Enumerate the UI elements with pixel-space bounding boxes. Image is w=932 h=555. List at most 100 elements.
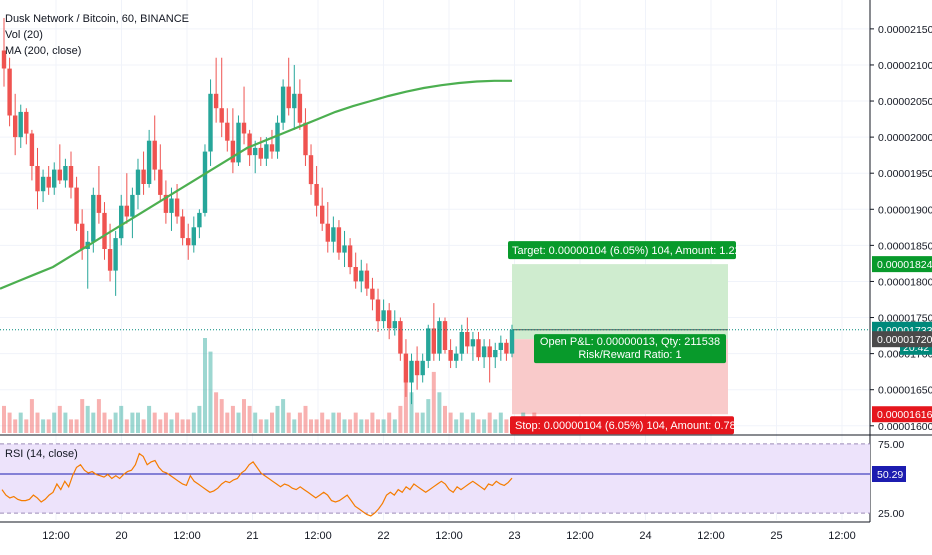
time-tick-label: 12:00 bbox=[304, 530, 332, 542]
candle-body bbox=[119, 205, 124, 239]
volume-bar bbox=[46, 419, 51, 433]
volume-bar bbox=[158, 419, 163, 433]
volume-bar bbox=[163, 412, 168, 433]
volume-bar bbox=[169, 419, 174, 433]
volume-bar bbox=[197, 405, 202, 433]
volume-bar bbox=[270, 412, 274, 433]
entry-price-badge-bg bbox=[872, 331, 932, 348]
volume-bar bbox=[320, 412, 325, 433]
ma-legend[interactable]: MA (200, close) bbox=[5, 45, 82, 57]
volume-bars bbox=[2, 338, 559, 433]
candle-body bbox=[213, 93, 219, 109]
candle-body bbox=[387, 310, 392, 329]
candle-body bbox=[191, 227, 196, 246]
price-tick-label: 0.00001650 bbox=[878, 385, 932, 397]
candle-body bbox=[437, 321, 442, 354]
price-tick-label: 0.00001900 bbox=[878, 204, 932, 216]
target-label: Target: 0.00000104 (6.05%) 104, Amount: … bbox=[512, 245, 741, 257]
candle-body bbox=[292, 93, 297, 109]
volume-bar bbox=[387, 412, 392, 433]
volume-bar bbox=[465, 419, 470, 433]
candle-body bbox=[481, 346, 487, 358]
volume-bar bbox=[309, 419, 313, 433]
volume-bar bbox=[175, 412, 180, 433]
time-tick-label: 12:00 bbox=[173, 530, 201, 542]
price-tick-label: 0.00001750 bbox=[878, 313, 932, 325]
candle-body bbox=[102, 212, 107, 249]
candle-body bbox=[465, 332, 470, 347]
target-price-badge-bg bbox=[872, 256, 932, 273]
candle-body bbox=[320, 205, 325, 224]
volume-bar bbox=[225, 412, 230, 433]
candle-body bbox=[52, 169, 57, 188]
volume-bar bbox=[297, 412, 302, 433]
candle-body bbox=[146, 140, 152, 184]
candle-body bbox=[275, 122, 280, 152]
price-axis[interactable]: 0.00002150 0.00002100 0.00002050 0.00002000… bbox=[870, 24, 932, 520]
entry-price-badge: 0.00001720 bbox=[877, 334, 932, 346]
volume-bar bbox=[303, 405, 308, 433]
candle-body bbox=[124, 205, 129, 217]
stop-price-badge-bg bbox=[872, 406, 932, 423]
rsi-upper-label: 75.00 bbox=[878, 439, 904, 451]
volume-bar bbox=[136, 412, 140, 433]
time-tick-label: 24 bbox=[639, 530, 651, 542]
volume-bar bbox=[381, 419, 386, 433]
volume-bar bbox=[470, 412, 475, 433]
volume-bar bbox=[41, 419, 46, 433]
volume-bar bbox=[208, 351, 213, 433]
volume-bar bbox=[102, 412, 107, 433]
volume-bar bbox=[191, 412, 196, 433]
candle-body bbox=[219, 108, 224, 123]
candle-body bbox=[1, 50, 7, 69]
volume-bar bbox=[498, 412, 503, 433]
candle-body bbox=[470, 339, 476, 347]
candle-body bbox=[96, 194, 102, 213]
candle-body bbox=[303, 122, 308, 156]
volume-legend[interactable]: Vol (20) bbox=[5, 29, 43, 41]
candle-body bbox=[359, 270, 364, 282]
volume-bar bbox=[392, 419, 397, 433]
volume-bar bbox=[80, 399, 85, 433]
candle-body bbox=[454, 353, 459, 361]
candle-body bbox=[258, 147, 263, 159]
candle-body bbox=[230, 140, 236, 163]
volume-bar bbox=[415, 412, 420, 433]
candle-body bbox=[180, 216, 185, 239]
candle-body bbox=[158, 169, 163, 195]
candle-body bbox=[163, 194, 169, 213]
volume-bar bbox=[13, 419, 18, 433]
volume-bar bbox=[403, 378, 408, 433]
candle-body bbox=[197, 212, 202, 228]
candle-body bbox=[236, 122, 241, 163]
volume-bar bbox=[119, 405, 124, 433]
candle-body bbox=[35, 166, 40, 192]
symbol-legend[interactable]: Dusk Network / Bitcoin, 60, BINANCE bbox=[5, 13, 190, 25]
volume-bar bbox=[247, 405, 252, 433]
candle-body bbox=[7, 68, 12, 116]
rsi-pane bbox=[0, 443, 870, 517]
volume-bar bbox=[454, 419, 459, 433]
price-tick-label: 0.00001800 bbox=[878, 276, 932, 288]
volume-bar bbox=[29, 399, 34, 433]
candle-body bbox=[364, 270, 370, 289]
time-axis[interactable]: 12:00 20 12:00 21 12:00 22 12:00 23 12:00 24 12:00… bbox=[42, 530, 856, 542]
volume-bar bbox=[242, 399, 246, 433]
volume-bar bbox=[487, 412, 492, 433]
volume-bar bbox=[147, 405, 152, 433]
volume-bar bbox=[124, 419, 129, 433]
candle-body bbox=[91, 194, 96, 242]
volume-bar bbox=[398, 405, 403, 433]
volume-bar bbox=[275, 405, 280, 433]
volume-bar bbox=[96, 399, 101, 433]
candle-body bbox=[247, 133, 252, 156]
rsi-legend[interactable]: RSI (14, close) bbox=[5, 448, 78, 460]
volume-bar bbox=[219, 399, 224, 433]
candle-body bbox=[24, 111, 29, 134]
volume-bar bbox=[69, 419, 73, 433]
candle-body bbox=[342, 245, 347, 253]
time-tick-label: 12:00 bbox=[697, 530, 725, 542]
volume-bar bbox=[214, 392, 219, 433]
